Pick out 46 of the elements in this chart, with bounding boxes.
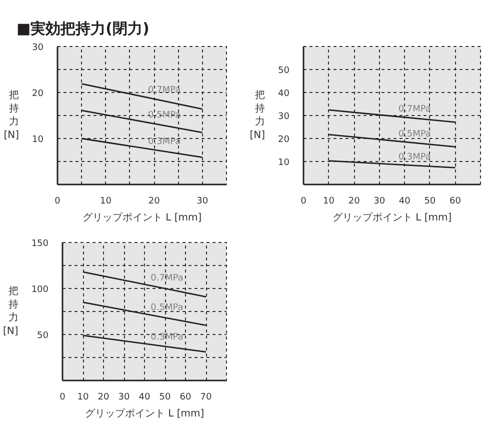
y-tick-label: 10 (278, 158, 290, 168)
x-tick-label: 60 (449, 196, 462, 206)
x-tick-label: 0 (60, 392, 66, 402)
series-label: 0.7MPa (148, 86, 181, 96)
x-tick-label: 70 (200, 392, 212, 402)
x-tick-label: 20 (348, 196, 360, 206)
x-tick-label: 30 (374, 196, 386, 206)
y-tick-label: 40 (278, 89, 290, 99)
x-tick-label: 50 (159, 392, 171, 402)
y-tick-label: 30 (32, 43, 44, 53)
x-tick-label: 30 (118, 392, 130, 402)
x-tick-label: 10 (323, 196, 335, 206)
y-tick-label: 30 (278, 112, 290, 122)
series-label: 0.3MPa (148, 136, 181, 147)
x-axis-title: グリップポイント L [mm] (82, 212, 202, 224)
x-tick-label: 20 (98, 392, 110, 402)
x-tick-label: 50 (424, 196, 436, 206)
x-tick-label: 0 (300, 196, 307, 206)
x-axis-title: グリップポイント L [mm] (84, 408, 204, 420)
x-tick-label: 10 (77, 392, 89, 402)
x-tick-label: 10 (100, 196, 112, 206)
series-label: 0.7MPa (398, 104, 431, 115)
y-axis-title: 把持力 [N] (250, 89, 266, 141)
y-tick-label: 50 (278, 66, 290, 76)
x-tick-label: 40 (138, 392, 150, 402)
series-label: 0.5MPa (148, 110, 181, 121)
y-tick-label: 20 (278, 135, 290, 145)
series-label: 0.3MPa (150, 332, 184, 343)
y-axis-title: 把持力 [N] (3, 285, 18, 337)
y-axis-title: 把持力 [N] (4, 89, 20, 141)
x-tick-label: 30 (196, 196, 208, 206)
x-tick-label: 20 (148, 196, 160, 206)
x-tick-label: 0 (54, 196, 61, 206)
x-axis-title: グリップポイント L [mm] (332, 212, 452, 224)
series-label: 0.7MPa (150, 274, 184, 284)
y-tick-label: 10 (32, 135, 44, 145)
series-label: 0.3MPa (398, 152, 431, 163)
y-tick-label: 20 (32, 89, 44, 99)
y-tick-label: 100 (31, 285, 49, 295)
chart-title: ■実効把持力(閉力) (16, 20, 150, 38)
x-tick-label: 40 (398, 196, 411, 206)
x-tick-label: 60 (180, 392, 192, 402)
y-tick-label: 150 (31, 239, 49, 249)
series-label: 0.5MPa (150, 302, 184, 313)
y-tick-label: 50 (37, 331, 49, 341)
series-label: 0.5MPa (398, 129, 431, 140)
